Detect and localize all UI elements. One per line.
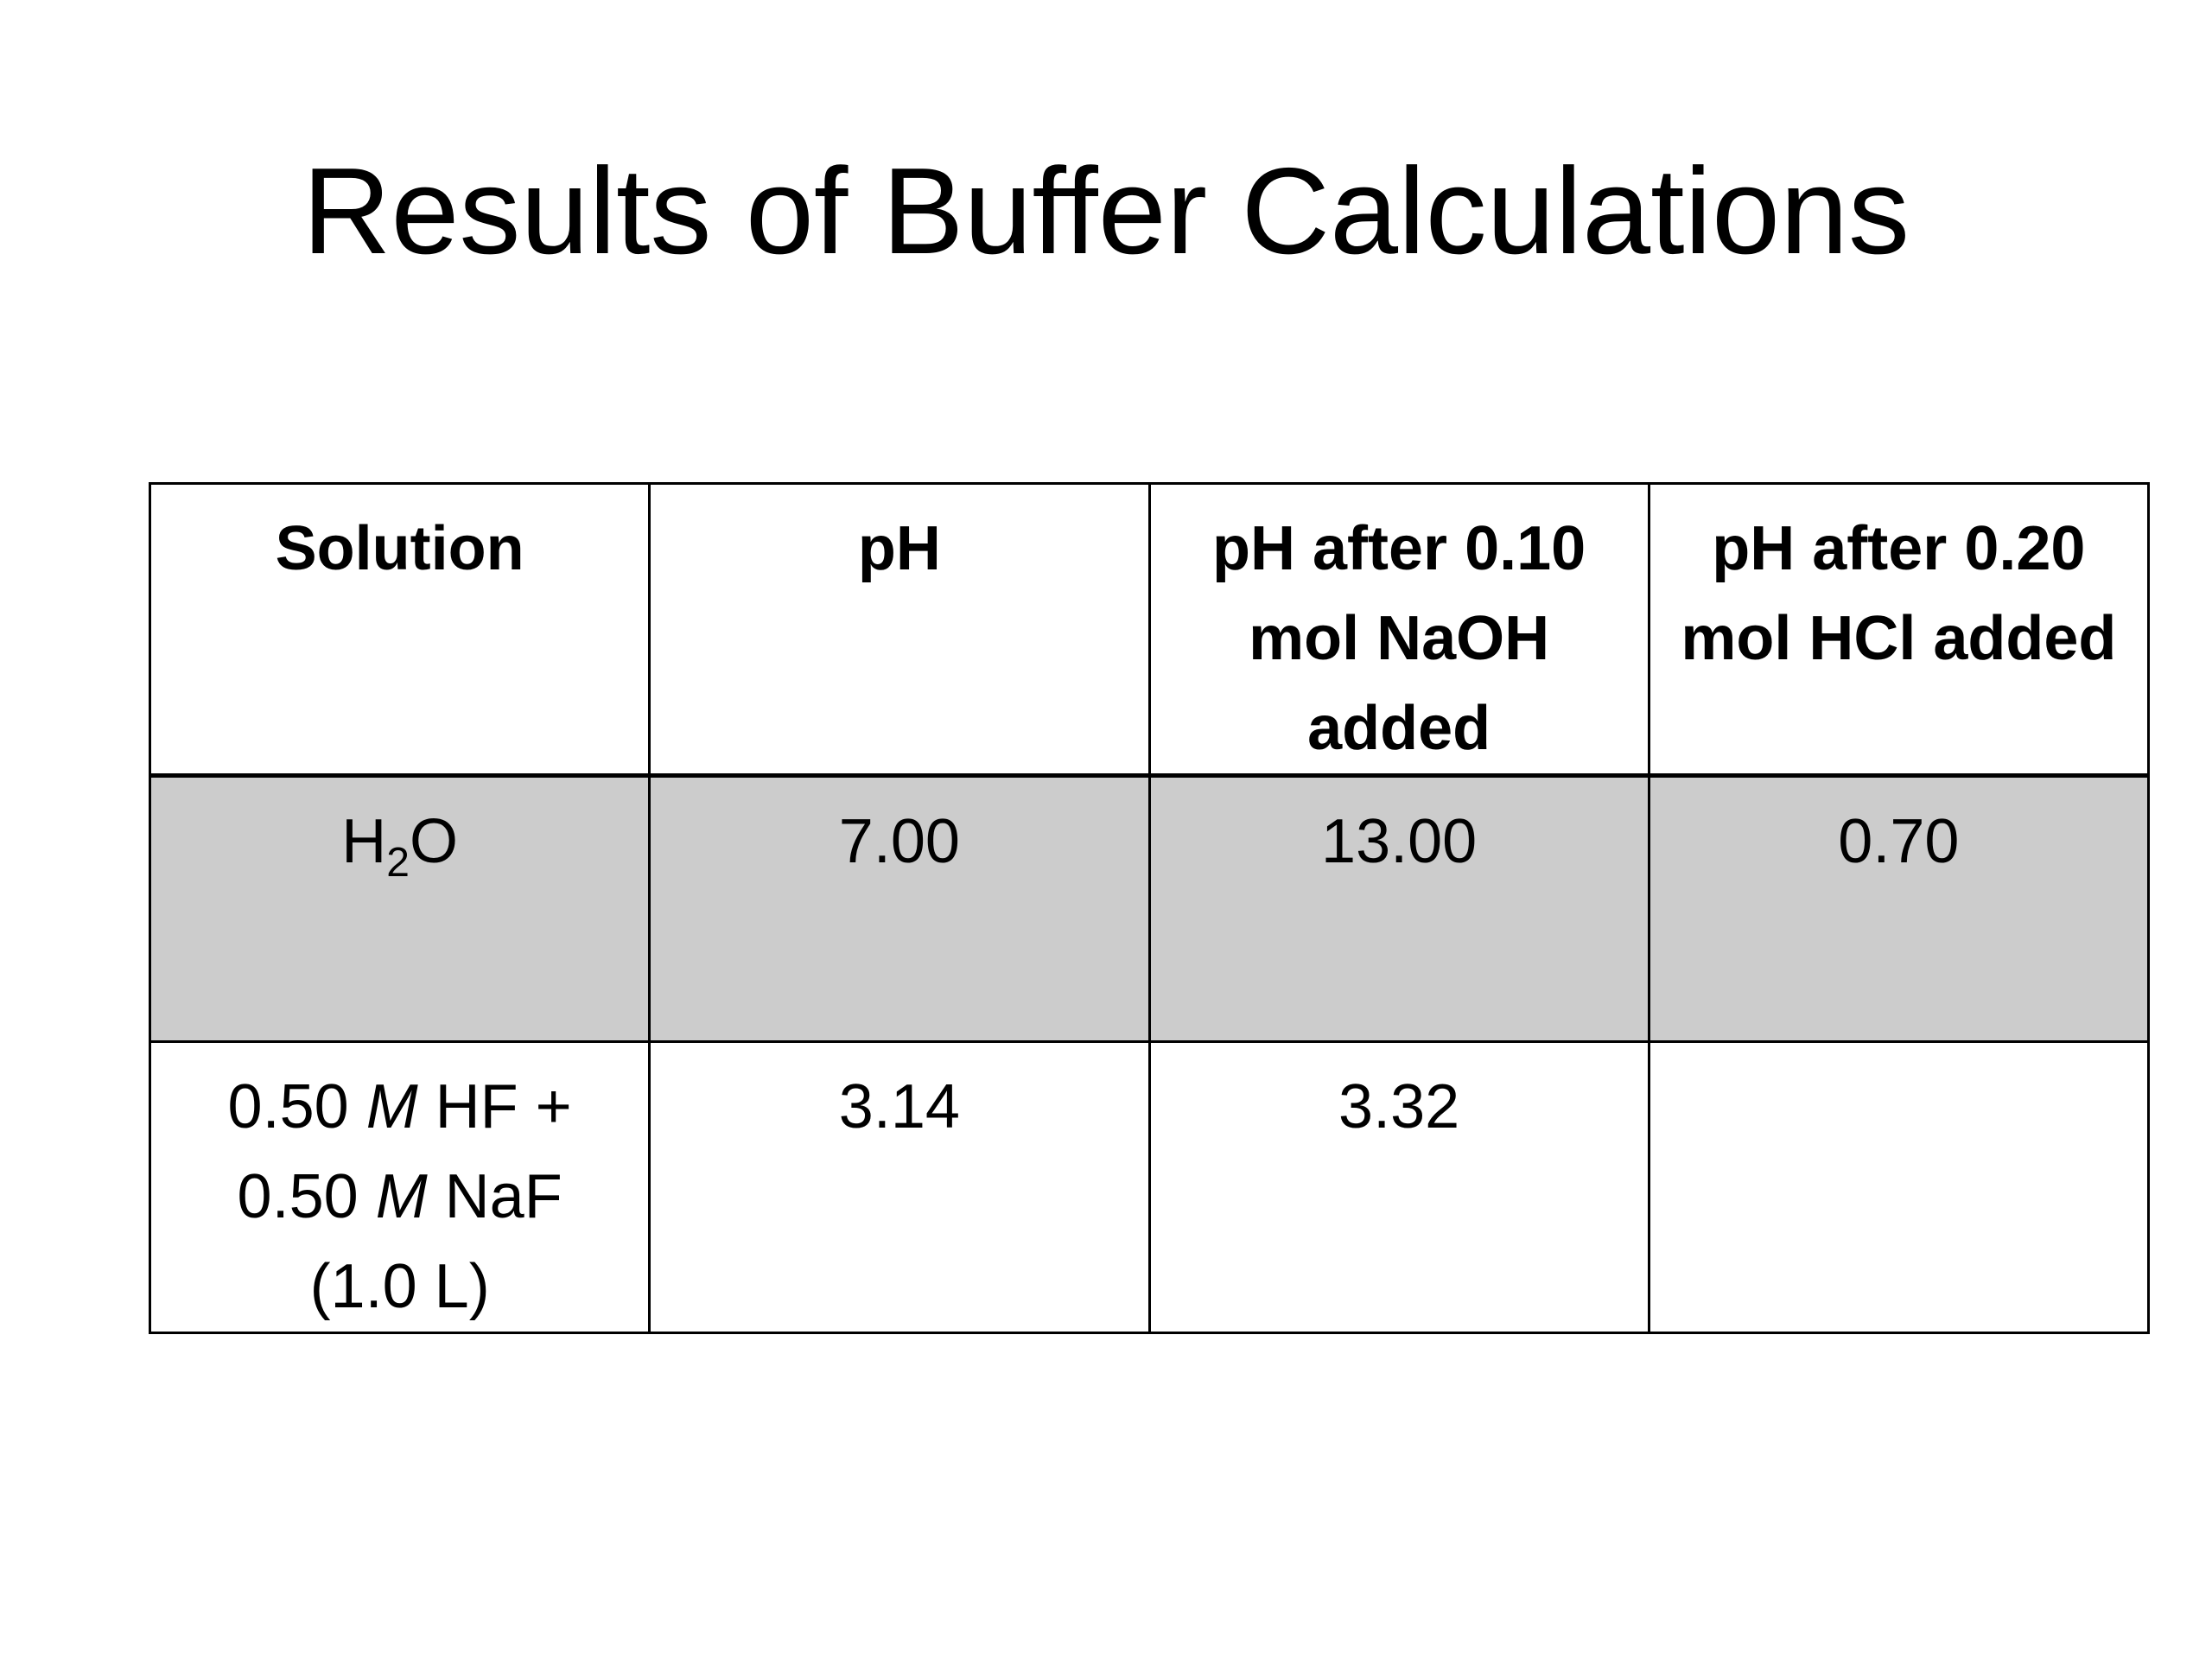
concentration-hf: 0.50: [227, 1072, 366, 1141]
header-ph: pH: [648, 482, 1151, 778]
cell-ph-buffer: 3.14: [648, 1040, 1151, 1334]
formula-h: H: [341, 807, 387, 876]
header-solution: Solution: [148, 482, 652, 778]
slide-title: Results of Buffer Calculations: [302, 143, 1910, 280]
cell-solution-buffer: 0.50 M HF + 0.50 M NaF (1.0 L): [148, 1040, 652, 1334]
formula-o: O: [409, 807, 458, 876]
cell-ph-after-naoh-buffer: 3.32: [1147, 1040, 1650, 1334]
cell-ph-after-naoh-water: 13.00: [1147, 774, 1650, 1043]
solution-line-3: (1.0 L): [309, 1252, 490, 1321]
table-header-row: Solution pH pH after 0.10 mol NaOH added…: [148, 482, 2151, 778]
cell-ph-after-hcl-water: 0.70: [1647, 774, 2151, 1043]
molarity-unit: M: [375, 1162, 428, 1231]
cell-ph-water: 7.00: [648, 774, 1151, 1043]
species-hf: HF +: [417, 1072, 572, 1141]
header-ph-after-hcl: pH after 0.20 mol HCl added: [1647, 482, 2151, 778]
molarity-unit: M: [365, 1072, 418, 1141]
buffer-results-table: Solution pH pH after 0.10 mol NaOH added…: [148, 482, 2151, 1334]
table-row-water: H2O 7.00 13.00 0.70: [148, 774, 2151, 1043]
formula-subscript: 2: [386, 840, 410, 886]
cell-solution-water: H2O: [148, 774, 652, 1043]
header-ph-after-naoh: pH after 0.10 mol NaOH added: [1147, 482, 1650, 778]
solution-line-1: 0.50 M HF +: [163, 1062, 636, 1152]
cell-ph-after-hcl-buffer: [1647, 1040, 2151, 1334]
concentration-naf: 0.50: [237, 1162, 376, 1231]
table-row-buffer: 0.50 M HF + 0.50 M NaF (1.0 L) 3.14 3.32: [148, 1040, 2151, 1334]
species-naf: NaF: [427, 1162, 563, 1231]
solution-line-2: 0.50 M NaF: [163, 1152, 636, 1242]
